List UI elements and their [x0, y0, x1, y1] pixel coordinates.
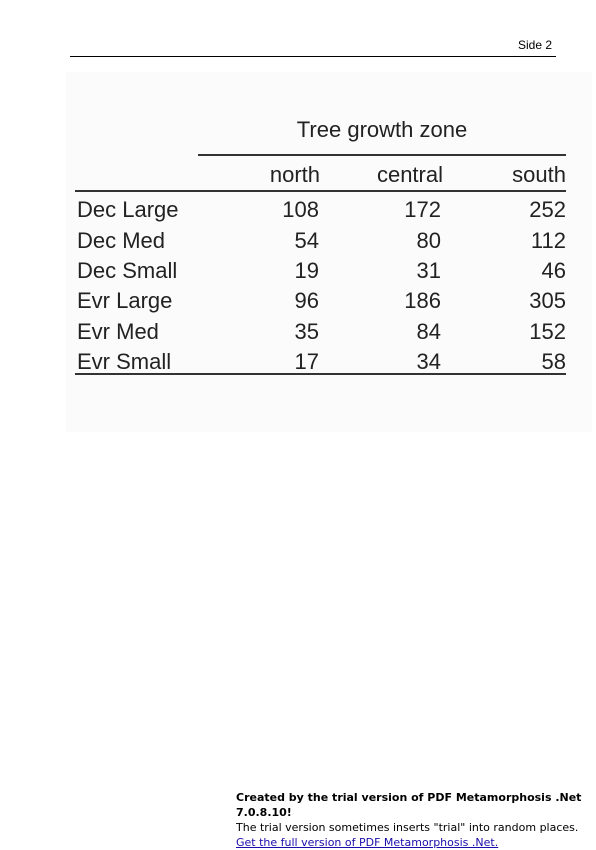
table-cell: 58	[541, 349, 566, 374]
row-label: Evr Med	[77, 319, 159, 344]
table-cell: 54	[294, 228, 319, 253]
table-cell: 35	[294, 319, 319, 344]
trial-notice-text: The trial version sometimes inserts "tri…	[236, 821, 579, 834]
table-cell: 31	[416, 258, 441, 283]
full-version-link[interactable]: Get the full version of PDF Metamorphosi…	[236, 836, 499, 849]
row-label: Dec Large	[77, 197, 179, 222]
table-cell: 186	[404, 288, 441, 313]
page-number: Side 2	[517, 38, 552, 52]
trial-notice-title: Created by the trial version of PDF Meta…	[236, 791, 582, 819]
header-rule	[75, 190, 566, 192]
row-label: Evr Small	[77, 349, 172, 374]
table-cell: 108	[282, 197, 319, 222]
table-cell: 80	[416, 228, 441, 253]
table-cell: 84	[416, 319, 441, 344]
spanner-rule	[198, 154, 566, 156]
table-figure	[66, 72, 592, 432]
table-cell: 17	[294, 349, 319, 374]
column-header-north: north	[269, 162, 320, 187]
page-header: Side 2	[70, 36, 556, 57]
trial-footer: Created by the trial version of PDF Meta…	[236, 790, 586, 850]
bottom-rule	[75, 373, 566, 375]
row-label: Dec Small	[77, 258, 178, 283]
row-label: Dec Med	[77, 228, 166, 253]
table-cell: 112	[530, 228, 566, 253]
table-cell: 96	[294, 288, 319, 313]
row-label: Evr Large	[77, 288, 173, 313]
table-cell: 172	[404, 197, 441, 222]
table-spanner-title: Tree growth zone	[296, 117, 468, 142]
column-header-central: central	[376, 162, 443, 187]
table-cell: 252	[529, 197, 566, 222]
column-header-south: south	[512, 162, 566, 187]
table-cell: 19	[294, 258, 319, 283]
table-cell: 34	[416, 349, 441, 374]
table-cell: 305	[529, 288, 566, 313]
table-cell: 46	[541, 258, 566, 283]
table-cell: 152	[529, 319, 566, 344]
